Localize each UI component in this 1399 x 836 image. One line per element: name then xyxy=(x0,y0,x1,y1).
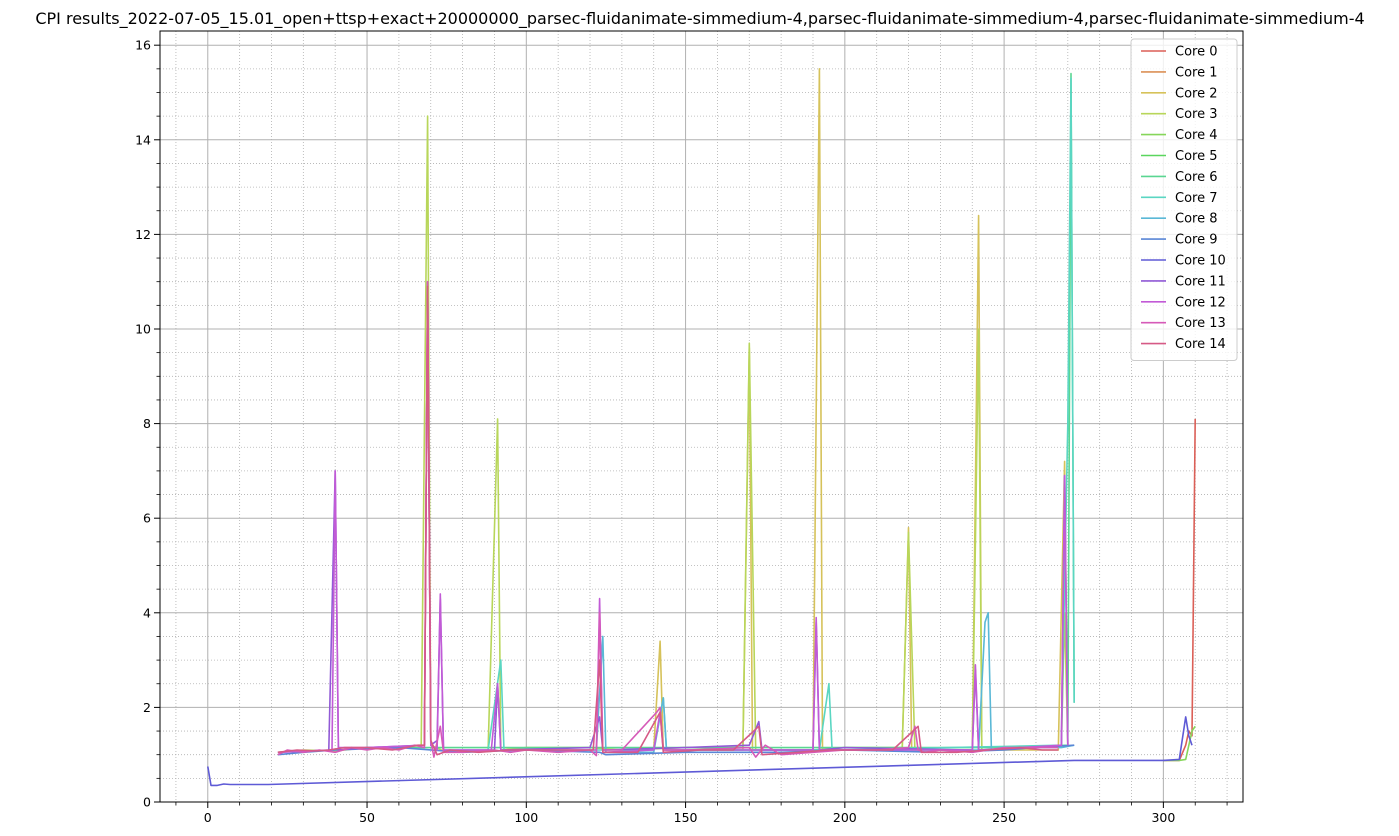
x-tick-label: 200 xyxy=(833,810,857,825)
legend-label: Core 13 xyxy=(1175,316,1226,331)
axis-ticks: 0 50 100 150 200 250 300 0 2 4 6 8 10 12 14 16 xyxy=(135,38,1228,825)
x-tick-label: 100 xyxy=(514,810,538,825)
legend-label: Core 0 xyxy=(1175,45,1218,60)
x-tick-label: 0 xyxy=(204,810,212,825)
series-line-core-10 xyxy=(207,716,1193,787)
legend-label: Core 9 xyxy=(1175,233,1218,248)
minor-gridlines xyxy=(160,31,1243,802)
y-tick-label: 8 xyxy=(143,416,151,431)
x-tick-label: 300 xyxy=(1151,810,1175,825)
series-line-core-2 xyxy=(652,68,1069,751)
chart-title: CPI results_2022-07-05_15.01_open+ttsp+e… xyxy=(35,9,1364,29)
series-line-core-14 xyxy=(277,285,1059,756)
legend-label: Core 11 xyxy=(1175,274,1226,289)
legend-label: Core 6 xyxy=(1175,170,1218,185)
legend-label: Core 8 xyxy=(1175,212,1218,227)
series-lines xyxy=(207,68,1196,787)
legend-label: Core 5 xyxy=(1175,149,1218,164)
legend-label: Core 12 xyxy=(1175,295,1226,310)
y-tick-label: 2 xyxy=(143,700,151,715)
x-tick-label: 50 xyxy=(359,810,375,825)
legend-label: Core 4 xyxy=(1175,128,1218,143)
legend-label: Core 10 xyxy=(1175,254,1226,269)
x-tick-label: 150 xyxy=(674,810,698,825)
x-tick-label: 250 xyxy=(992,810,1016,825)
y-tick-label: 6 xyxy=(143,511,151,526)
series-line-core-3 xyxy=(277,115,1069,754)
y-tick-label: 16 xyxy=(135,38,151,53)
legend-label: Core 7 xyxy=(1175,191,1218,206)
plot-frame xyxy=(159,30,1244,803)
major-gridlines xyxy=(160,31,1243,803)
y-tick-label: 10 xyxy=(135,321,151,336)
y-tick-label: 12 xyxy=(135,227,151,242)
legend-label: Core 1 xyxy=(1175,65,1218,80)
legend-label: Core 14 xyxy=(1175,337,1226,352)
legend-label: Core 3 xyxy=(1175,107,1218,122)
y-tick-label: 0 xyxy=(143,795,151,810)
legend: Core 0 Core 1 Core 2 Core 3 Core 4 Core 5 Core… xyxy=(1130,38,1238,361)
y-tick-label: 4 xyxy=(143,605,151,620)
series-line-core-0 xyxy=(1163,418,1196,762)
legend-label: Core 2 xyxy=(1175,86,1218,101)
y-tick-label: 14 xyxy=(135,132,151,147)
